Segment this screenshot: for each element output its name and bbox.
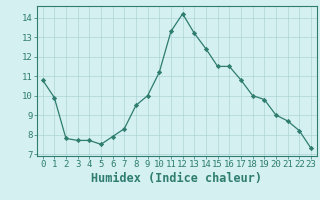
X-axis label: Humidex (Indice chaleur): Humidex (Indice chaleur) [91,172,262,185]
